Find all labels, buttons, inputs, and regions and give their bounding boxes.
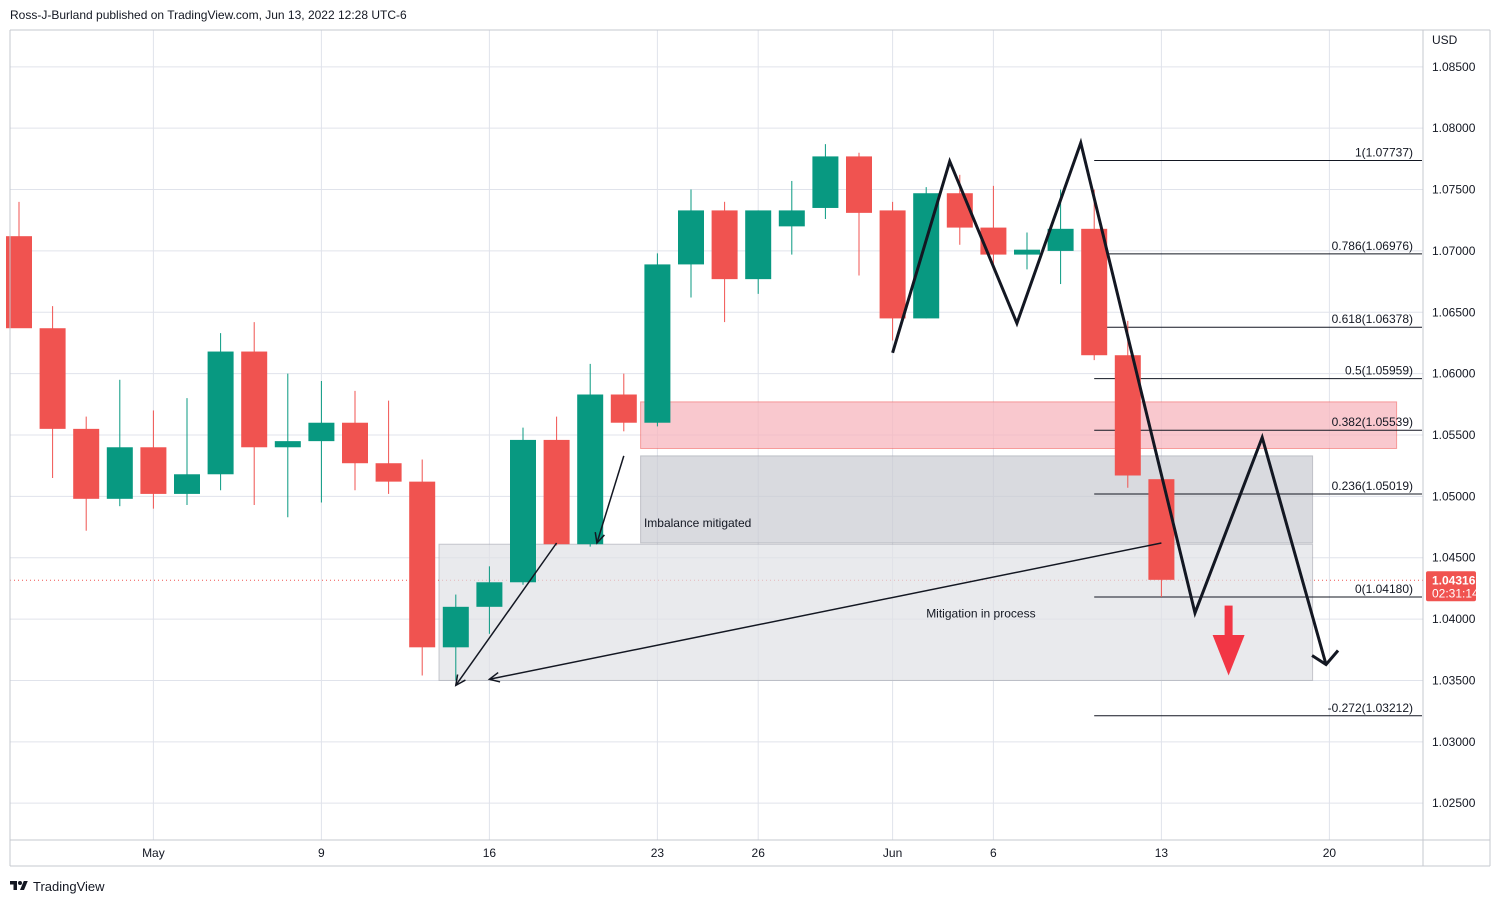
x-tick-label: 26 (752, 846, 766, 860)
imbalance-label: Imbalance mitigated (644, 516, 751, 530)
arrow-to-low-head (454, 674, 466, 687)
axes-layer: 1.02500 1.03000 1.03500 1.04000 1.04500 1.050… (9, 29, 1491, 867)
candle-bullish (1014, 249, 1040, 255)
publisher-caption: Ross-J-Burland published on TradingView.… (10, 8, 407, 22)
candle-bearish (879, 210, 906, 319)
footer-brand: TradingView (33, 878, 105, 894)
candle-bullish (812, 156, 839, 208)
candle-bearish (846, 156, 872, 213)
y-tick-label: 1.03500 (1432, 673, 1476, 687)
candle-bearish (409, 481, 436, 648)
candle-bullish (106, 447, 133, 499)
arrow-imbalance[interactable] (596, 455, 625, 544)
candle-bullish (510, 439, 536, 583)
fib-level-label: 0.618(1.06378) (1332, 312, 1413, 326)
x-tick-label: 20 (1323, 846, 1337, 860)
fib-level-label: 0(1.04180) (1355, 582, 1413, 596)
candle-bearish (1148, 479, 1175, 580)
candle-bearish (73, 428, 100, 499)
candle-bullish (476, 582, 503, 607)
fibonacci-retracement[interactable]: 1(1.07737) 0.786(1.06976) 0.618(1.06378) 0.… (1094, 145, 1422, 717)
tradingview-logo-icon (10, 881, 28, 890)
currency-label: USD (1432, 33, 1458, 47)
candle-bullish (308, 422, 335, 442)
candle-bullish (274, 441, 301, 448)
candle-bullish (644, 264, 671, 423)
candle-bearish (375, 463, 402, 482)
candle-bearish (543, 439, 570, 545)
y-tick-label: 1.07500 (1432, 183, 1476, 197)
projection-path[interactable] (891, 137, 1328, 665)
candle-bearish (140, 447, 167, 494)
supply-zone (640, 401, 1398, 450)
y-tick-label: 1.08000 (1432, 121, 1476, 135)
target-arrow-shaft (1224, 605, 1233, 642)
candle-bearish (610, 394, 637, 423)
x-tick-label: 6 (990, 846, 997, 860)
footer: TradingView (10, 876, 105, 896)
y-tick-label: 1.05000 (1432, 489, 1476, 503)
candle-bullish (207, 351, 234, 475)
candle-bearish (1081, 228, 1108, 356)
candles-layer (6, 144, 1175, 681)
candle-bearish (39, 328, 66, 429)
fib-level-label: -0.272(1.03212) (1328, 701, 1413, 715)
x-tick-label: 23 (651, 846, 665, 860)
y-tick-label: 1.06500 (1432, 305, 1476, 319)
candle-bullish (745, 210, 772, 280)
candle-bearish (980, 227, 1007, 255)
fib-level-label: 0.786(1.06976) (1332, 239, 1413, 253)
drawing-lines[interactable] (454, 137, 1340, 687)
arrow-mitigation-head (487, 671, 501, 683)
candle-bullish (778, 210, 805, 227)
mitigation-label: Mitigation in process (926, 607, 1035, 621)
y-tick-label: 1.04000 (1432, 612, 1476, 626)
y-tick-label: 1.05500 (1432, 428, 1476, 442)
x-tick-label: 9 (318, 846, 325, 860)
arrow-imbalance-head (594, 532, 605, 545)
y-tick-label: 1.08500 (1432, 60, 1476, 74)
x-tick-label: Jun (883, 846, 902, 860)
candle-bullish (678, 210, 704, 265)
candle-bullish (577, 394, 604, 545)
y-tick-label: 1.07000 (1432, 244, 1476, 258)
zones-layer (438, 401, 1398, 681)
y-tick-label: 1.02500 (1432, 796, 1476, 810)
arrow-mitigation[interactable] (489, 542, 1162, 680)
countdown-value: 02:31:14 (1432, 586, 1479, 600)
mitigation-zone (438, 543, 1314, 681)
target-arrow-icon (1212, 635, 1245, 676)
candle-bearish (342, 422, 368, 464)
y-tick-label: 1.04500 (1432, 551, 1476, 565)
x-tick-label: 13 (1155, 846, 1169, 860)
last-price-value: 1.04316 (1432, 573, 1476, 587)
fib-level-label: 0.5(1.05959) (1345, 364, 1413, 378)
arrow-to-low[interactable] (455, 542, 558, 686)
candle-bullish (442, 606, 469, 648)
fib-level-label: 0.382(1.05539) (1332, 415, 1413, 429)
fib-level-label: 1(1.07737) (1355, 145, 1413, 159)
y-tick-label: 1.06000 (1432, 367, 1476, 381)
x-tick-label: 16 (483, 846, 497, 860)
x-tick-label: May (142, 846, 165, 860)
candle-bullish (174, 474, 200, 494)
y-tick-label: 1.03000 (1432, 735, 1476, 749)
imbalance-zone (640, 455, 1314, 544)
fib-level-label: 0.236(1.05019) (1332, 479, 1413, 493)
candle-bearish (711, 210, 738, 280)
candle-bearish (241, 351, 268, 448)
projection-arrowhead (1311, 649, 1340, 667)
candle-bullish (1047, 228, 1074, 251)
last-price-tag: 1.04316 02:31:14 (1426, 571, 1479, 602)
